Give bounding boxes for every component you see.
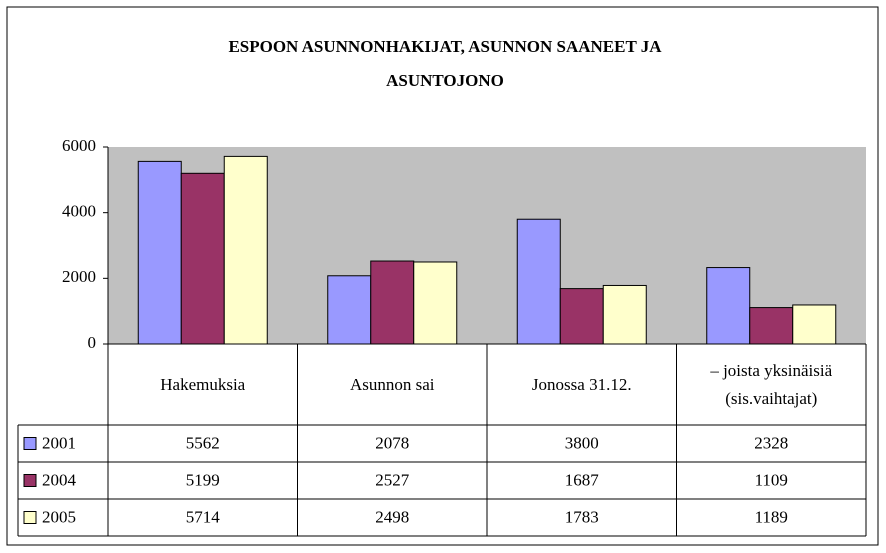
- chart-title: ESPOON ASUNNONHAKIJAT, ASUNNON SAANEET J…: [228, 37, 662, 90]
- table-value: 1189: [755, 507, 788, 526]
- bar: [602, 284, 647, 345]
- x-tick-label: Jonossa 31.12.: [531, 374, 632, 394]
- legend-key: [23, 474, 37, 487]
- bar: [327, 275, 372, 345]
- bar: [706, 267, 751, 345]
- legend-label: 2001: [42, 433, 76, 452]
- bar: [516, 218, 561, 345]
- table-value: 2328: [754, 433, 788, 452]
- bar: [413, 261, 458, 345]
- x-tick-label: Hakemuksia: [160, 374, 246, 394]
- bar: [223, 155, 268, 345]
- bar: [137, 160, 182, 345]
- table-value: 1109: [755, 470, 788, 489]
- y-tick-label: 4000: [62, 202, 96, 221]
- table-value: 1687: [565, 470, 600, 489]
- legend-key: [23, 511, 37, 524]
- bar: [749, 307, 794, 345]
- bar: [792, 304, 837, 345]
- table-value: 5562: [186, 433, 220, 452]
- table-value: 3800: [565, 433, 599, 452]
- x-tick-label: – joista yksinäisiä (sis.vaihtajat): [710, 360, 833, 408]
- y-tick-label: 6000: [62, 136, 96, 155]
- table-value: 1783: [565, 507, 599, 526]
- table-value: 2527: [375, 470, 410, 489]
- bar: [559, 288, 604, 345]
- bar: [370, 260, 415, 345]
- table-value: 2498: [375, 507, 409, 526]
- x-tick-label: Asunnon sai: [349, 374, 435, 394]
- table-value: 5714: [186, 507, 221, 526]
- legend-key: [23, 437, 37, 450]
- y-tick-label: 2000: [62, 267, 96, 286]
- y-tick-label: 0: [88, 333, 97, 352]
- table-value: 2078: [375, 433, 409, 452]
- table-value: 5199: [186, 470, 220, 489]
- bar: [180, 172, 225, 345]
- legend-label: 2004: [42, 470, 77, 489]
- legend-label: 2005: [42, 507, 76, 526]
